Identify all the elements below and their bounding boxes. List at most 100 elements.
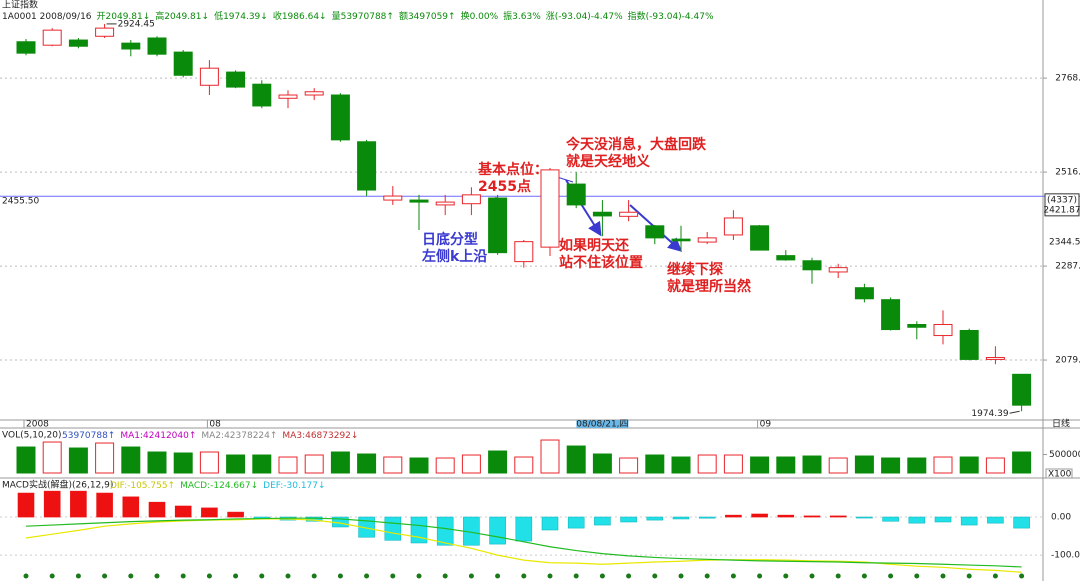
candle-body bbox=[95, 27, 115, 37]
candle-body bbox=[435, 201, 455, 206]
candle-body bbox=[330, 94, 350, 141]
y-tick-label: 0.00 bbox=[1051, 513, 1071, 523]
signal-dot bbox=[809, 573, 815, 579]
macd-bar bbox=[43, 490, 61, 518]
volume-bar bbox=[95, 442, 115, 474]
subtitle-item: 振3.63% bbox=[503, 10, 541, 22]
candle-body bbox=[304, 91, 324, 96]
volume-bar bbox=[854, 455, 874, 474]
subtitle-item: 低1974.39↓ bbox=[214, 10, 268, 22]
macd-bar bbox=[987, 516, 1004, 524]
annotation: 2455点 bbox=[478, 178, 531, 195]
candle-body bbox=[357, 141, 377, 191]
macd-bar bbox=[934, 516, 952, 523]
y-tick-label: -100.00 bbox=[1051, 551, 1080, 561]
volume-subtitle: 53970788↑ MA1:42412040↑ MA2:42378224↑ MA3:4… bbox=[62, 431, 358, 441]
signal-dot bbox=[678, 573, 684, 579]
macd-bar bbox=[725, 514, 742, 518]
y-tick-label: 2768.0 bbox=[1055, 74, 1080, 84]
volume-bar bbox=[383, 456, 403, 474]
subtitle-item: 53970788↑ bbox=[62, 431, 115, 441]
signal-dot bbox=[49, 573, 55, 579]
macd-bar bbox=[305, 516, 323, 522]
macd-bar bbox=[777, 514, 795, 518]
signal-dot bbox=[285, 573, 291, 579]
signal-dot bbox=[495, 573, 501, 579]
subtitle-item: MACD:-124.667↓ bbox=[180, 481, 258, 491]
signal-dot bbox=[626, 573, 632, 579]
macd-bar bbox=[227, 511, 244, 518]
unit-box bbox=[1045, 468, 1073, 479]
x-tick-label: 08 bbox=[209, 420, 221, 430]
signal-dot bbox=[206, 573, 212, 579]
candle-body bbox=[750, 225, 770, 251]
volume-bar bbox=[697, 454, 717, 474]
candle-body bbox=[697, 237, 717, 243]
volume-bar bbox=[42, 441, 62, 474]
volume-bar bbox=[330, 451, 350, 474]
volume-bar bbox=[671, 456, 691, 474]
annotation: 基本点位： bbox=[478, 161, 548, 178]
candle-body bbox=[42, 29, 62, 46]
volume-bar bbox=[435, 457, 455, 474]
macd-bar bbox=[646, 516, 664, 521]
volume-bar bbox=[199, 451, 219, 474]
macd-bar bbox=[672, 516, 690, 520]
annotation: 站不住该位置 bbox=[559, 254, 643, 271]
low-label: 1974.39 bbox=[971, 409, 1008, 419]
candle-body bbox=[252, 83, 272, 107]
candle-body bbox=[121, 42, 141, 50]
macd-bar bbox=[96, 492, 113, 518]
signal-dot bbox=[337, 573, 343, 579]
price-box bbox=[1044, 193, 1080, 217]
macd-bar bbox=[882, 516, 899, 522]
volume-bar bbox=[959, 456, 979, 474]
candle-body bbox=[854, 287, 874, 300]
signal-dot bbox=[390, 573, 396, 579]
y-tick-label: 500000 bbox=[1049, 450, 1080, 460]
subtitle-item: DIF:-105.755↑ bbox=[110, 481, 175, 491]
volume-bar bbox=[357, 453, 377, 474]
macd-subtitle: DIF:-105.755↑ MACD:-124.667↓ DEF:-30.177↓ bbox=[110, 481, 326, 491]
subtitle-item: MA2:42378224↑ bbox=[201, 431, 277, 441]
signal-dot bbox=[521, 573, 527, 579]
volume-bar bbox=[147, 451, 167, 474]
candle-body bbox=[278, 94, 298, 99]
annotation: 左侧k上沿 bbox=[421, 248, 487, 265]
signal-dot bbox=[416, 573, 422, 579]
volume-bar bbox=[802, 455, 822, 474]
volume-bar bbox=[828, 457, 848, 474]
signal-dot bbox=[704, 573, 710, 579]
volume-bar bbox=[723, 454, 743, 474]
volume-bar bbox=[933, 456, 953, 474]
candle-body bbox=[383, 195, 403, 201]
volume-bar bbox=[16, 446, 36, 474]
candle-body bbox=[933, 324, 953, 337]
macd-bar bbox=[148, 501, 166, 518]
signal-dot bbox=[468, 573, 474, 579]
macd-bar bbox=[960, 516, 978, 526]
signal-dot bbox=[311, 573, 317, 579]
candle-body bbox=[645, 225, 665, 239]
macd-bar bbox=[70, 490, 87, 518]
candle-body bbox=[16, 41, 36, 54]
candle-body bbox=[619, 211, 639, 217]
candle-body bbox=[723, 217, 743, 236]
dea-line bbox=[25, 517, 1022, 568]
subtitle-item: 额3497059↑ bbox=[399, 10, 456, 22]
signal-dot bbox=[23, 573, 29, 579]
candle-body bbox=[592, 211, 612, 217]
subtitle-item: 高2049.81↓ bbox=[155, 10, 209, 22]
candle-body bbox=[540, 169, 560, 248]
candle-body bbox=[802, 260, 822, 271]
leader bbox=[1009, 410, 1020, 414]
macd-bar bbox=[803, 515, 821, 518]
signal-dot bbox=[154, 573, 160, 579]
volume-bar bbox=[540, 439, 560, 474]
candle-body bbox=[147, 37, 167, 55]
count-label: (4337) bbox=[1047, 195, 1077, 205]
volume-bar bbox=[907, 457, 927, 474]
signal-dot bbox=[259, 573, 265, 579]
